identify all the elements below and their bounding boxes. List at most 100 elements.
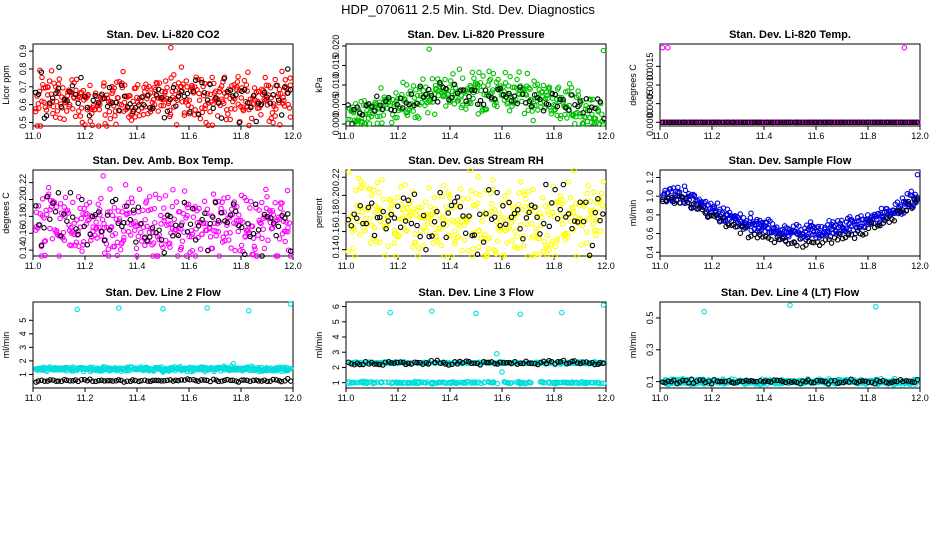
data-point bbox=[118, 82, 125, 89]
data-point bbox=[135, 208, 142, 215]
data-point bbox=[883, 379, 890, 386]
data-point bbox=[588, 104, 595, 110]
data-point bbox=[96, 377, 102, 384]
data-point bbox=[55, 85, 62, 92]
data-point bbox=[665, 44, 671, 51]
data-point bbox=[78, 376, 85, 383]
data-point bbox=[523, 196, 529, 202]
data-point bbox=[285, 211, 291, 217]
data-point bbox=[549, 200, 555, 206]
data-point bbox=[714, 200, 721, 206]
data-point bbox=[532, 204, 538, 210]
series-subset bbox=[32, 64, 294, 126]
data-point bbox=[66, 88, 73, 95]
data-point bbox=[128, 195, 135, 201]
data-point bbox=[546, 357, 552, 364]
data-point bbox=[771, 377, 777, 383]
data-point bbox=[825, 381, 831, 387]
data-point bbox=[533, 225, 539, 232]
data-point bbox=[160, 244, 166, 251]
data-point bbox=[457, 358, 463, 365]
series-full bbox=[345, 302, 607, 387]
data-point bbox=[251, 85, 258, 91]
series-full bbox=[659, 44, 921, 126]
data-point bbox=[502, 221, 509, 227]
data-point bbox=[38, 69, 45, 75]
data-point bbox=[175, 232, 182, 239]
data-point bbox=[148, 206, 154, 213]
data-point bbox=[361, 97, 368, 104]
data-point bbox=[156, 195, 163, 202]
data-point bbox=[376, 206, 382, 212]
data-point bbox=[676, 189, 683, 195]
data-point bbox=[410, 244, 416, 250]
x-tick-label: 11.4 bbox=[442, 393, 459, 403]
data-point bbox=[552, 243, 559, 250]
x-tick-label: 12.0 bbox=[284, 261, 302, 271]
data-point bbox=[676, 200, 683, 206]
data-point bbox=[98, 233, 105, 239]
data-point bbox=[232, 106, 238, 112]
data-point bbox=[569, 92, 575, 98]
data-point bbox=[61, 97, 68, 103]
series-subset bbox=[345, 181, 606, 259]
data-point bbox=[812, 119, 818, 126]
data-point bbox=[124, 378, 130, 384]
data-point bbox=[674, 380, 680, 387]
data-point bbox=[285, 90, 291, 96]
data-point bbox=[93, 378, 99, 385]
data-point bbox=[106, 84, 113, 91]
data-point bbox=[351, 211, 357, 217]
data-point bbox=[865, 119, 872, 126]
data-point bbox=[134, 94, 140, 101]
data-point bbox=[174, 253, 181, 259]
data-point bbox=[808, 119, 815, 126]
data-point bbox=[514, 233, 520, 240]
data-point bbox=[78, 74, 84, 81]
data-point bbox=[838, 217, 845, 224]
data-point bbox=[868, 219, 875, 226]
data-point bbox=[662, 379, 668, 386]
data-point bbox=[281, 97, 287, 104]
data-point bbox=[851, 235, 858, 242]
data-point bbox=[47, 206, 53, 213]
data-point bbox=[196, 97, 203, 104]
data-point bbox=[388, 360, 394, 366]
data-point bbox=[520, 379, 527, 386]
data-point bbox=[560, 96, 566, 103]
x-tick-label: 11.4 bbox=[442, 261, 459, 271]
data-point bbox=[169, 203, 176, 210]
data-point bbox=[397, 95, 404, 102]
data-point bbox=[139, 94, 145, 100]
data-point bbox=[240, 104, 247, 110]
y-axis-label: ml/min bbox=[314, 332, 324, 359]
data-point bbox=[834, 119, 841, 126]
data-point bbox=[33, 203, 39, 209]
data-point bbox=[129, 377, 136, 383]
data-point bbox=[379, 207, 385, 214]
data-point bbox=[252, 246, 258, 253]
data-point bbox=[226, 237, 232, 243]
data-point bbox=[360, 220, 366, 227]
data-point bbox=[600, 302, 607, 308]
data-point bbox=[287, 114, 294, 120]
data-point bbox=[598, 380, 605, 387]
data-point bbox=[590, 221, 596, 227]
data-point bbox=[275, 223, 282, 230]
data-point bbox=[192, 253, 199, 259]
data-point bbox=[376, 361, 383, 368]
data-point bbox=[264, 94, 270, 100]
data-point bbox=[74, 306, 80, 313]
data-point bbox=[421, 223, 427, 230]
data-point bbox=[448, 233, 454, 239]
data-point bbox=[894, 208, 901, 214]
data-point bbox=[85, 217, 91, 224]
data-point bbox=[434, 357, 440, 364]
data-point bbox=[221, 75, 227, 82]
data-point bbox=[61, 204, 67, 210]
x-tick-label: 11.4 bbox=[756, 131, 773, 141]
data-point bbox=[497, 222, 503, 229]
data-point bbox=[135, 82, 141, 88]
data-point bbox=[121, 82, 128, 88]
data-point bbox=[272, 200, 278, 206]
